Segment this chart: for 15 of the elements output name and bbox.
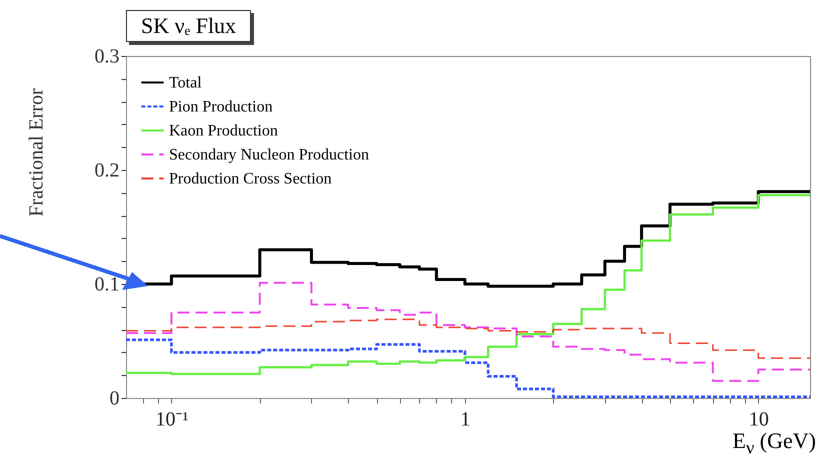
y-tick-label: 0.3 [94, 46, 120, 68]
y-tick-label: 0 [110, 388, 120, 410]
legend-label: Kaon Production [169, 122, 278, 140]
legend-label: Pion Production [169, 98, 273, 116]
legend-label: Secondary Nucleon Production [169, 146, 369, 164]
y-axis-title: Fractional Error [26, 88, 48, 217]
x-tick-label: 1 [460, 408, 470, 430]
x-axis-title: E$_{ν}$ (GeV) [732, 428, 816, 458]
x-tick-label: 10⁻¹ [155, 408, 188, 430]
chart-title: SK νₑ Flux [126, 10, 252, 42]
legend-label: Production Cross Section [169, 170, 332, 188]
x-tick-label: 10 [748, 408, 769, 430]
y-tick-label: 0.2 [94, 160, 120, 182]
legend-label: Total [169, 74, 202, 92]
y-tick-label: 0.1 [94, 274, 120, 296]
